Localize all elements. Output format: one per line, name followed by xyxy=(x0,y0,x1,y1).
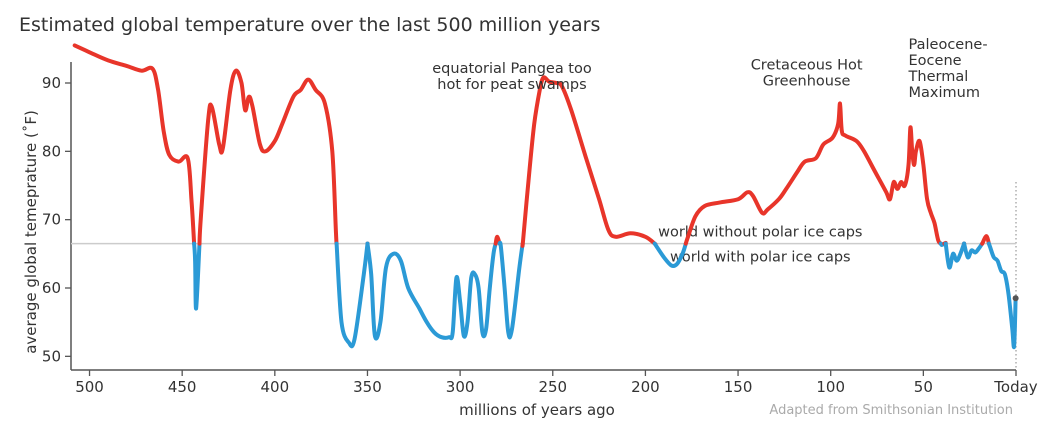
y-tick-label: 50 xyxy=(42,347,61,365)
annotation-label: Greenhouse xyxy=(763,73,851,89)
x-tick-label: 400 xyxy=(261,378,290,396)
temperature-line-cold xyxy=(365,241,498,341)
annotation-label: hot for peat swamps xyxy=(437,77,586,93)
x-tick-label: 300 xyxy=(446,378,475,396)
temperature-line-cold xyxy=(986,241,1018,350)
y-tick-label: 90 xyxy=(42,74,61,92)
temperature-line-warm xyxy=(520,75,658,248)
y-tick-label: 80 xyxy=(42,142,61,160)
annotation-label: Cretaceous Hot xyxy=(751,57,863,73)
threshold-label-below: world with polar ice caps xyxy=(670,250,851,266)
threshold-label-above: world without polar ice caps xyxy=(658,225,862,241)
x-tick-label: 250 xyxy=(538,378,567,396)
temperature-line-cold xyxy=(943,241,967,270)
annotation-label: Paleocene- xyxy=(909,37,988,53)
y-tick-label: 70 xyxy=(42,211,61,229)
source-note: Adapted from Smithsonian Institution xyxy=(769,403,1013,418)
x-tick-label: 350 xyxy=(353,378,382,396)
x-tick-label: 450 xyxy=(168,378,197,396)
temperature-line-cold xyxy=(962,241,985,260)
temperature-line-warm xyxy=(72,43,197,246)
x-tick-label: 100 xyxy=(816,378,845,396)
temperature-line-warm xyxy=(197,68,339,246)
plot-area: 90 80 70 60 50 500 450 400 350 300 250 200 150 100 50 T… xyxy=(42,37,1038,396)
temperature-line-cold xyxy=(334,241,370,349)
temperature-line-cold xyxy=(652,241,688,269)
today-point xyxy=(1012,295,1019,302)
temperature-line-cold xyxy=(497,240,525,340)
temperature-line-cold xyxy=(192,241,202,311)
x-tick-label: 200 xyxy=(631,378,660,396)
x-tick-label: 150 xyxy=(724,378,753,396)
x-tick-label: 500 xyxy=(75,378,104,396)
x-tick-label: 50 xyxy=(914,378,933,396)
annotation-label: Thermal xyxy=(908,69,969,85)
annotation-label: equatorial Pangea too xyxy=(432,61,592,77)
y-axis-label: average global temeprature (˚F) xyxy=(22,110,40,354)
annotation-label: Maximum xyxy=(909,85,980,101)
x-axis-label: millions of years ago xyxy=(459,401,615,419)
annotation-label: Eocene xyxy=(909,53,962,69)
temperature-line-warm xyxy=(980,234,991,246)
y-tick-label: 60 xyxy=(42,279,61,297)
chart-title: Estimated global temperature over the la… xyxy=(19,14,600,36)
x-tick-label: Today xyxy=(993,378,1038,396)
temperature-line-warm xyxy=(683,101,943,246)
